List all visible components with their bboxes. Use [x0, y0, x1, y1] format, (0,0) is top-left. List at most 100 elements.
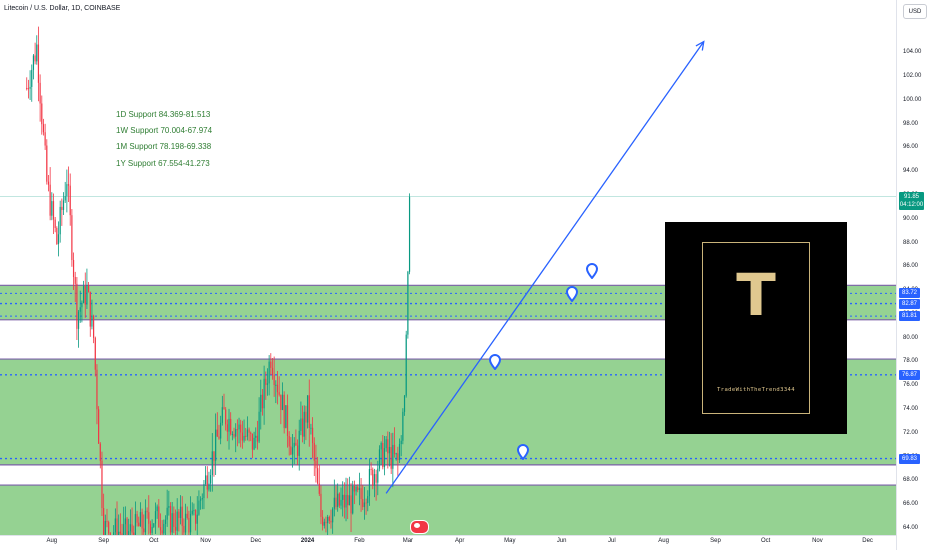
- candle-body: [348, 495, 350, 506]
- candle-body: [315, 460, 317, 469]
- candle-body: [408, 196, 411, 272]
- candle-body: [213, 451, 215, 461]
- candle-body: [52, 201, 55, 220]
- candle-body: [121, 533, 123, 535]
- price-tick-label: 100.00: [903, 96, 922, 103]
- location-marker-icon[interactable]: [585, 263, 598, 280]
- candle-body: [106, 521, 108, 523]
- candle-body: [77, 311, 80, 329]
- location-marker-icon[interactable]: [565, 286, 578, 303]
- candle-body: [176, 511, 178, 531]
- level-badge: 83.72: [899, 288, 920, 299]
- chart-area[interactable]: [0, 0, 896, 535]
- candle-body: [87, 285, 90, 292]
- candle-body: [211, 451, 213, 476]
- candle-body: [352, 485, 354, 514]
- candle-body: [36, 44, 38, 62]
- candle-body: [400, 440, 402, 445]
- candle-body: [39, 82, 41, 104]
- candle-body: [203, 484, 205, 499]
- candle-body: [281, 394, 284, 410]
- candle-body: [377, 468, 379, 483]
- candle-body: [196, 514, 198, 524]
- candle-body: [56, 227, 58, 245]
- last-price-value: 91.85: [903, 193, 919, 200]
- candle-body: [42, 124, 45, 133]
- price-tick-label: 76.00: [903, 382, 919, 389]
- candle-body: [169, 506, 172, 533]
- candle-body: [221, 407, 223, 423]
- time-axis[interactable]: Aug Sep Oct Nov Dec 2024 Feb Mar Apr May Jun Jul Aug…: [0, 535, 896, 551]
- currency-button[interactable]: USD: [903, 4, 927, 19]
- candle-body: [362, 499, 364, 508]
- candle-body: [215, 429, 217, 461]
- price-chart[interactable]: [0, 0, 896, 535]
- candle-body: [263, 378, 265, 409]
- candle-body: [260, 394, 262, 412]
- candle-body: [96, 369, 98, 410]
- chart-title: Litecoin / U.S. Dollar, 1D, COINBASE: [4, 5, 121, 12]
- candle-body: [358, 488, 361, 491]
- time-tick-label: Sep: [98, 538, 109, 544]
- candle-body: [144, 510, 147, 533]
- candle-body: [271, 367, 274, 376]
- candle-body: [139, 512, 142, 527]
- candle-body: [265, 378, 267, 385]
- price-tick-label: 90.00: [903, 215, 919, 222]
- level-badge: 69.83: [899, 453, 920, 464]
- candle-body: [94, 337, 96, 370]
- candle-body: [174, 526, 177, 531]
- candle-body: [300, 418, 302, 431]
- candle-body: [382, 443, 384, 468]
- candle-body: [253, 437, 255, 450]
- candle-body: [372, 469, 374, 486]
- time-tick-label: Dec: [862, 538, 873, 544]
- us-flag-event-icon[interactable]: [410, 520, 429, 534]
- candle-body: [93, 315, 95, 338]
- candle-body: [69, 185, 71, 216]
- candle-body: [161, 530, 163, 534]
- candle-body: [393, 444, 396, 455]
- support-1w-label: 1W Support 70.004-67.974: [116, 126, 213, 135]
- location-marker-icon[interactable]: [488, 353, 501, 371]
- logo-text: TradeWithTheTrend3344: [717, 387, 795, 393]
- candle-body: [337, 493, 339, 508]
- candle-body: [74, 276, 76, 284]
- candle-body: [363, 502, 366, 508]
- candle-body: [298, 430, 300, 456]
- time-tick-label: 2024: [300, 538, 315, 544]
- bar-countdown: 04:12:00: [899, 201, 924, 208]
- trend-arrow-head: [695, 40, 705, 51]
- candle-body: [118, 531, 120, 535]
- candle-body: [191, 510, 193, 514]
- candle-body: [350, 495, 352, 514]
- candle-body: [186, 513, 188, 518]
- candle-body: [305, 411, 307, 423]
- price-tick-label: 102.00: [903, 73, 922, 80]
- candle-body: [188, 517, 190, 533]
- candle-body: [131, 524, 133, 533]
- candle-body: [91, 315, 93, 327]
- candle-body: [268, 361, 270, 384]
- candle-body: [402, 411, 404, 441]
- level-badge: 76.87: [899, 369, 920, 380]
- candle-body: [59, 206, 61, 235]
- time-tick-label: Mar: [402, 538, 414, 544]
- candle-body: [327, 516, 329, 524]
- candle-body: [261, 394, 264, 409]
- candle-body: [320, 493, 322, 517]
- candle-body: [295, 442, 297, 446]
- candle-body: [124, 518, 126, 525]
- candle-body: [313, 442, 315, 461]
- candle-body: [388, 447, 391, 454]
- location-marker-icon[interactable]: [517, 444, 530, 461]
- candle-body: [86, 285, 88, 305]
- candle-body: [179, 506, 182, 518]
- candle-body: [385, 439, 387, 449]
- candle-body: [225, 409, 227, 425]
- candle-body: [296, 445, 299, 456]
- candle-body: [395, 453, 397, 455]
- candle-body: [392, 444, 394, 469]
- price-tick-label: 72.00: [903, 429, 919, 436]
- price-axis[interactable]: USD 104.00102.00100.0098.0096.0094.0092.…: [896, 0, 932, 550]
